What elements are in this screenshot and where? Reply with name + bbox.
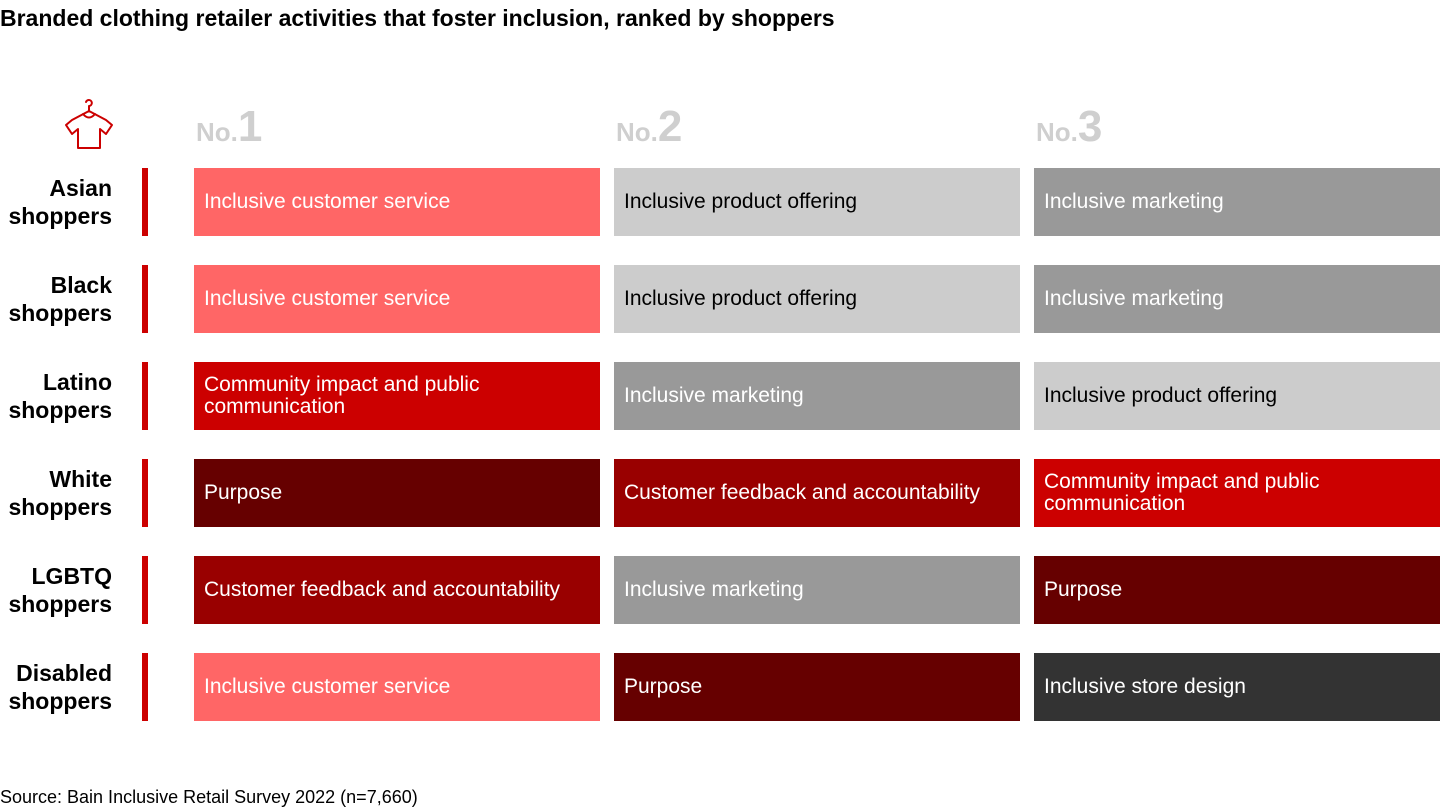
rank-prefix: No.: [616, 117, 658, 147]
rank-cell: Inclusive store design: [1034, 653, 1440, 721]
row-divider-bar: [142, 362, 148, 430]
rank-number: 1: [237, 102, 263, 151]
rank-number: 3: [1077, 102, 1103, 151]
row-divider-bar: [142, 556, 148, 624]
rank-prefix: No.: [196, 117, 238, 147]
chart-title: Branded clothing retailer activities tha…: [0, 5, 835, 31]
rank-cell: Inclusive customer service: [194, 168, 600, 236]
rank-cell: Inclusive product offering: [614, 168, 1020, 236]
rank-cell: Inclusive marketing: [614, 556, 1020, 624]
row-label: White shoppers: [8, 466, 112, 520]
row-label: LGBTQ shoppers: [8, 563, 112, 617]
rank-cell: Inclusive customer service: [194, 265, 600, 333]
rank-header-2: No.2: [616, 102, 682, 152]
rank-cell: Inclusive customer service: [194, 653, 600, 721]
source-note: Source: Bain Inclusive Retail Survey 202…: [0, 787, 418, 807]
rank-number: 2: [657, 102, 683, 151]
rank-prefix: No.: [1036, 117, 1078, 147]
rank-cell: Purpose: [1034, 556, 1440, 624]
row-divider-bar: [142, 653, 148, 721]
rank-cell: Customer feedback and accountability: [194, 556, 600, 624]
rank-cell: Inclusive product offering: [614, 265, 1020, 333]
rank-cell: Community impact and public communicatio…: [1034, 459, 1440, 527]
rank-cell: Purpose: [614, 653, 1020, 721]
rank-cell: Inclusive product offering: [1034, 362, 1440, 430]
row-divider-bar: [142, 265, 148, 333]
rank-cell: Inclusive marketing: [1034, 168, 1440, 236]
rank-cell: Inclusive marketing: [1034, 265, 1440, 333]
row-label: Asian shoppers: [8, 175, 112, 229]
rank-cell: Inclusive marketing: [614, 362, 1020, 430]
rank-cell: Purpose: [194, 459, 600, 527]
row-divider-bar: [142, 168, 148, 236]
row-label: Black shoppers: [8, 272, 112, 326]
rank-header-3: No.3: [1036, 102, 1102, 152]
row-divider-bar: [142, 459, 148, 527]
rank-cell: Community impact and public communicatio…: [194, 362, 600, 430]
clothes-hanger-icon: [65, 99, 113, 149]
rank-header-1: No.1: [196, 102, 262, 152]
rank-cell: Customer feedback and accountability: [614, 459, 1020, 527]
row-label: Disabled shoppers: [8, 660, 112, 714]
row-label: Latino shoppers: [8, 369, 112, 423]
